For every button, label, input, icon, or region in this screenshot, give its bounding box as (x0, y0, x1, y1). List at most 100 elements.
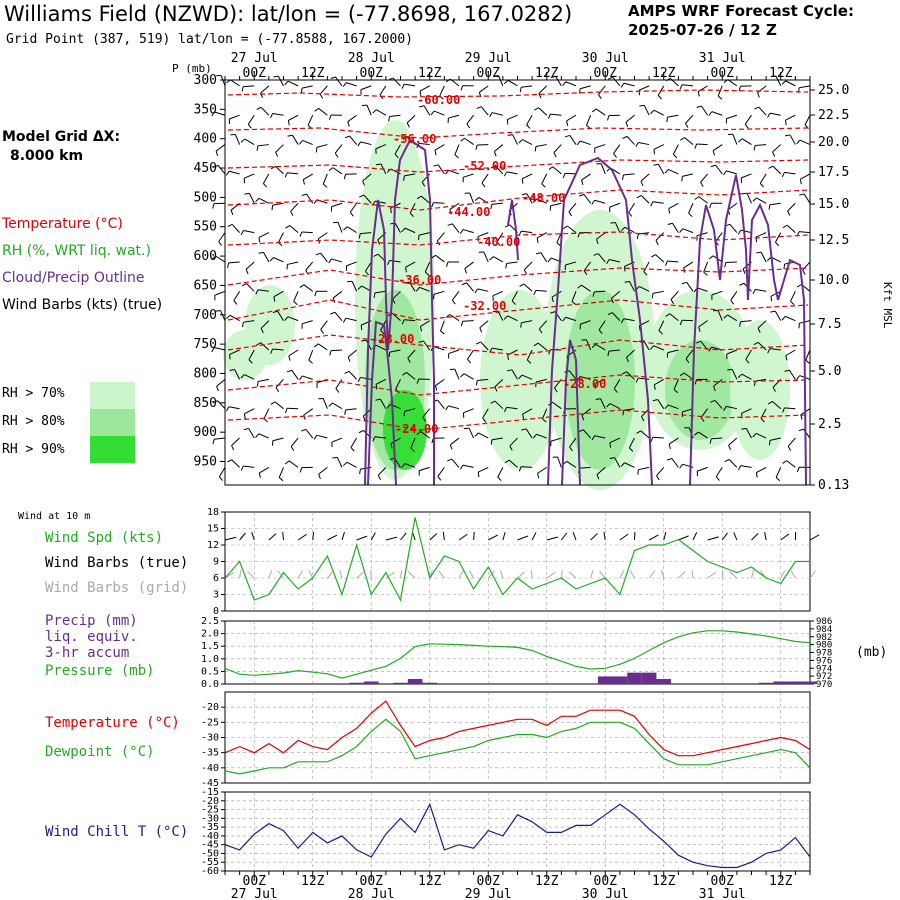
wind-barb-staff (404, 408, 416, 412)
wind-barb-flag (566, 120, 569, 126)
wind-barb-staff (454, 144, 460, 155)
wind-barb (621, 173, 635, 180)
wind-barb-staff (521, 466, 533, 468)
wind-barb-staff (217, 400, 226, 410)
y-tick-label: -30 (201, 813, 219, 824)
wind-barb-flag (770, 296, 773, 302)
wind-barb (308, 349, 314, 364)
wind-barb-staff (536, 198, 547, 204)
wind-barb (415, 286, 430, 292)
wind-barb-staff (583, 261, 592, 272)
wind-barb-staff (229, 114, 240, 120)
wind-barb-grid (691, 569, 694, 579)
wind-barb-staff (774, 310, 782, 321)
wind-barb-flag (365, 270, 370, 276)
wind-barb-true (603, 531, 606, 541)
wind-barb-flag (583, 270, 588, 276)
wind-barb (416, 431, 431, 439)
wind-barb-flag (244, 192, 250, 195)
wind-barb (497, 467, 504, 482)
wind-barb-flag (636, 195, 642, 199)
wind-barb-flag (785, 355, 788, 361)
y-tick-label: -25 (201, 805, 219, 816)
wind-barb-true (488, 534, 498, 541)
wind-barb-staff (234, 369, 241, 380)
wind-barb-staff (469, 192, 475, 204)
wind-barb-flag (299, 284, 305, 288)
wind-barb (784, 114, 796, 126)
pressure-right-tick-label: 986 (816, 617, 832, 627)
wind-barb-flag (256, 342, 261, 346)
wind-barb-staff (740, 320, 752, 323)
wind-barb (650, 109, 664, 116)
wind-barb-staff (506, 261, 518, 264)
wind-barb (598, 320, 606, 335)
wind-barb (493, 144, 504, 157)
wind-barb-grid (268, 570, 273, 579)
wind-barb (460, 320, 474, 327)
wind-barb (738, 85, 752, 92)
wind-barb-flag (255, 289, 259, 295)
wind-barb-flag (389, 457, 395, 460)
wind-barb-staff (303, 408, 314, 416)
wind-barb-staff (418, 232, 430, 236)
wind-barb-staff (657, 399, 665, 409)
wind-barb-staff (741, 373, 752, 380)
wind-barb (708, 111, 723, 116)
wind-barb-flag (416, 431, 422, 435)
wind-barb-staff (302, 139, 313, 146)
wind-barb-grid (308, 570, 314, 579)
wind-barb-staff (682, 84, 694, 87)
wind-barb-flag (636, 430, 642, 434)
wind-barb (489, 256, 504, 263)
wind-barb (668, 202, 679, 214)
wind-barb (461, 282, 475, 292)
pressure-right-tick-label: 974 (816, 664, 832, 674)
wind-barb-flag (434, 150, 437, 156)
wind-barb-true (473, 531, 475, 541)
wind-barb-grid (590, 570, 594, 579)
wind-barb-flag (569, 446, 573, 452)
precip-bar (627, 672, 642, 684)
wind-barb-grid (487, 570, 495, 579)
wind-barb-staff (728, 437, 738, 446)
wind-barb-staff (535, 144, 547, 147)
wind-barb (301, 193, 314, 204)
wind-barb-staff (672, 223, 679, 233)
wind-barb-flag (270, 165, 276, 170)
wind-barb-flag (360, 325, 363, 331)
wind-barb-flag (770, 75, 776, 78)
wind-barb-flag (591, 108, 597, 113)
wind-barb-staff (596, 467, 606, 475)
wind-barb (583, 261, 592, 276)
wind-barb-flag (538, 328, 543, 334)
wind-barb (649, 345, 664, 351)
wind-barb-staff (550, 437, 562, 442)
wind-barb-flag (215, 310, 221, 312)
wind-barb-flag (445, 261, 449, 267)
wind-barb-staff (772, 165, 782, 175)
wind-barb-staff (741, 138, 752, 145)
wind-barb-staff (729, 223, 738, 233)
wind-barb-staff (277, 75, 284, 87)
wind-barb-flag (703, 271, 708, 276)
wind-barb (216, 378, 226, 392)
wind-barb-staff (318, 466, 328, 475)
wind-barb-flag (755, 472, 758, 478)
wind-barb-flag (607, 115, 610, 121)
wind-barb-flag (504, 459, 510, 464)
wind-barb (620, 462, 635, 468)
wind-barb-staff (539, 320, 548, 330)
wind-barb-flag (229, 369, 235, 371)
wind-barb-true (560, 532, 568, 541)
wind-barb-flag (667, 222, 673, 225)
pressure-tick-label: 900 (194, 425, 217, 440)
rh90-swatch (90, 436, 135, 463)
wind-barb-staff (668, 202, 679, 210)
wind-barb (799, 173, 811, 185)
wind-barb-flag (784, 119, 787, 126)
wind-barb-flag (319, 93, 324, 99)
wind-barb-staff (537, 466, 548, 474)
wind-barb (775, 467, 782, 482)
wind-barb-staff (418, 142, 430, 146)
